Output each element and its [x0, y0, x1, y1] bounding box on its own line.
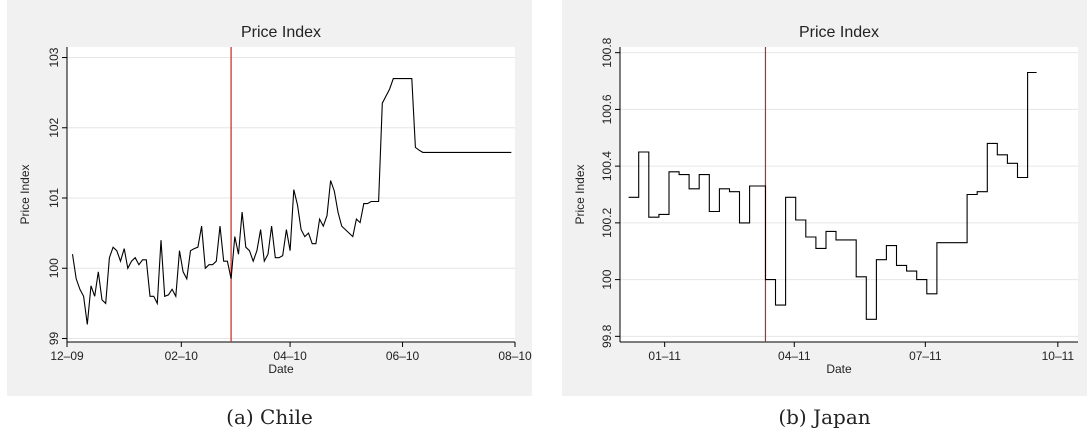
chart-title: Price Index [799, 24, 879, 41]
x-axis-label: Date [268, 362, 294, 376]
series-line [628, 71, 1037, 320]
y-axis-label: Price Index [573, 164, 587, 224]
y-tick-label: 100.6 [600, 94, 614, 124]
y-axis-label: Price Index [18, 164, 32, 224]
chart-panel-chile: 99 100 101 102 103 12–09 02–10 04–10 06–10 08–10 P… [7, 0, 532, 396]
x-tick-label: 01–11 [648, 349, 681, 363]
y-tick-label: 102 [47, 117, 61, 137]
y-tick-label: 100 [47, 258, 61, 278]
y-tick-label: 101 [47, 188, 61, 208]
x-tick-label: 08–10 [498, 349, 532, 363]
y-tick-label: 100 [600, 269, 614, 289]
x-axis-label: Date [826, 362, 852, 376]
x-tick-label: 12–09 [50, 349, 84, 363]
series-line [71, 78, 512, 325]
chart-chile: 99 100 101 102 103 12–09 02–10 04–10 06–10 08–10 P… [18, 24, 532, 376]
chart-japan: 99.8 100 100.2 100.4 100.6 100.8 01–11 04–11 07–… [573, 24, 1078, 376]
chart-title: Price Index [241, 24, 321, 41]
y-tick-label: 100.8 [600, 37, 614, 67]
chart-panel-japan: 99.8 100 100.2 100.4 100.6 100.8 01–11 04–11 07–… [562, 0, 1087, 396]
x-tick-label: 10–11 [1042, 349, 1075, 363]
y-tick-label: 100.2 [600, 208, 614, 238]
caption-japan: (b) Japan [778, 405, 871, 429]
x-tick-label: 04–10 [273, 349, 307, 363]
x-tick-label: 02–10 [165, 349, 199, 363]
y-tick-label: 99.8 [600, 324, 614, 348]
x-tick-label: 04–11 [778, 349, 811, 363]
y-tick-label: 103 [47, 47, 61, 67]
y-tick-label: 100.4 [600, 151, 614, 181]
x-tick-label: 06–10 [386, 349, 420, 363]
y-tick-label: 99 [47, 331, 61, 345]
plot-area [67, 47, 515, 342]
x-tick-label: 07–11 [909, 349, 942, 363]
caption-chile: (a) Chile [226, 405, 313, 429]
plot-area [620, 47, 1078, 342]
